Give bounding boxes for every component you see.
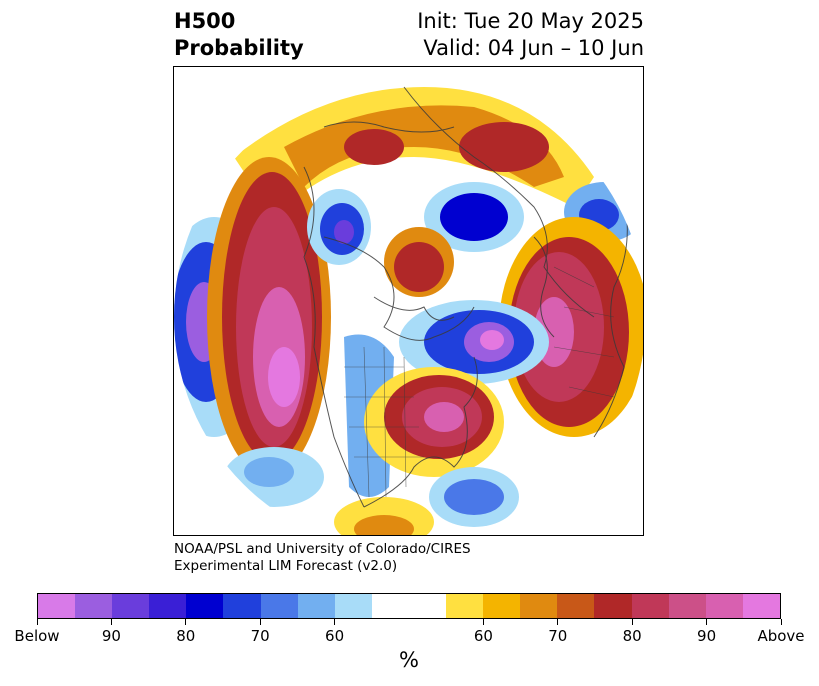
- colorbar-units: %: [399, 648, 419, 672]
- colorbar-tick: [110, 619, 112, 625]
- map-title-variable: H500 Probability: [174, 8, 304, 62]
- colorbar-segment: [594, 594, 632, 618]
- probability-map: [173, 66, 644, 536]
- coastlines: [303, 86, 628, 508]
- anomaly-central-above: [394, 242, 444, 292]
- title-line-variable: H500: [174, 9, 236, 33]
- colorbar-segment: [186, 594, 224, 618]
- map-graphic: [174, 81, 643, 535]
- colorbar-segment: [668, 594, 706, 618]
- credit-text: NOAA/PSL and University of Colorado/CIRE…: [174, 541, 471, 575]
- colorbar-tick-label: Above: [757, 627, 805, 645]
- colorbar-tick-label: 80: [176, 627, 196, 645]
- colorbar-tick-label: 60: [325, 627, 345, 645]
- map-title-dates: Init: Tue 20 May 2025 Valid: 04 Jun – 10…: [417, 8, 644, 62]
- colorbar-tick-label: 70: [548, 627, 568, 645]
- colorbar-tick-label: 90: [101, 627, 121, 645]
- credit-line-2: Experimental LIM Forecast (v2.0): [174, 558, 398, 574]
- anomaly-north-above: [459, 122, 549, 172]
- colorbar-segment: [483, 594, 521, 618]
- colorbar: [37, 593, 781, 619]
- colorbar-segment: [149, 594, 187, 618]
- colorbar-tick-label: 80: [622, 627, 642, 645]
- init-date: Init: Tue 20 May 2025: [417, 9, 644, 33]
- colorbar-tick-label: 70: [250, 627, 270, 645]
- political-borders: [344, 266, 615, 498]
- colorbar-tick-label: 60: [473, 627, 493, 645]
- colorbar-segment: [75, 594, 113, 618]
- colorbar-tick: [557, 619, 559, 625]
- colorbar-tick: [185, 619, 187, 625]
- colorbar-segment: [631, 594, 669, 618]
- colorbar-tick-label: 90: [697, 627, 717, 645]
- colorbar-segment: [334, 594, 372, 618]
- colorbar-segment: [705, 594, 743, 618]
- colorbar-tick: [631, 619, 633, 625]
- colorbar-segment: [223, 594, 261, 618]
- colorbar-tick: [334, 619, 336, 625]
- colorbar-tick-label: Below: [14, 627, 60, 645]
- colorbar-tick: [259, 619, 261, 625]
- colorbar-tick: [780, 619, 782, 625]
- colorbar-segment: [38, 594, 76, 618]
- colorbar-segment: [260, 594, 298, 618]
- colorbar-segment: [371, 594, 409, 618]
- colorbar-segment: [446, 594, 484, 618]
- colorbar-tick: [482, 619, 484, 625]
- credit-line-1: NOAA/PSL and University of Colorado/CIRE…: [174, 541, 471, 557]
- colorbar-segment: [557, 594, 595, 618]
- colorbar-segment: [742, 594, 780, 618]
- colorbar-segment: [112, 594, 150, 618]
- colorbar-tick: [706, 619, 708, 625]
- valid-period: Valid: 04 Jun – 10 Jun: [423, 36, 644, 60]
- anomaly-arctic-below: [440, 193, 508, 241]
- colorbar-segment: [520, 594, 558, 618]
- colorbar-tick: [36, 619, 38, 625]
- colorbar-segment: [297, 594, 335, 618]
- title-line-product: Probability: [174, 36, 304, 60]
- colorbar-segment: [408, 594, 447, 618]
